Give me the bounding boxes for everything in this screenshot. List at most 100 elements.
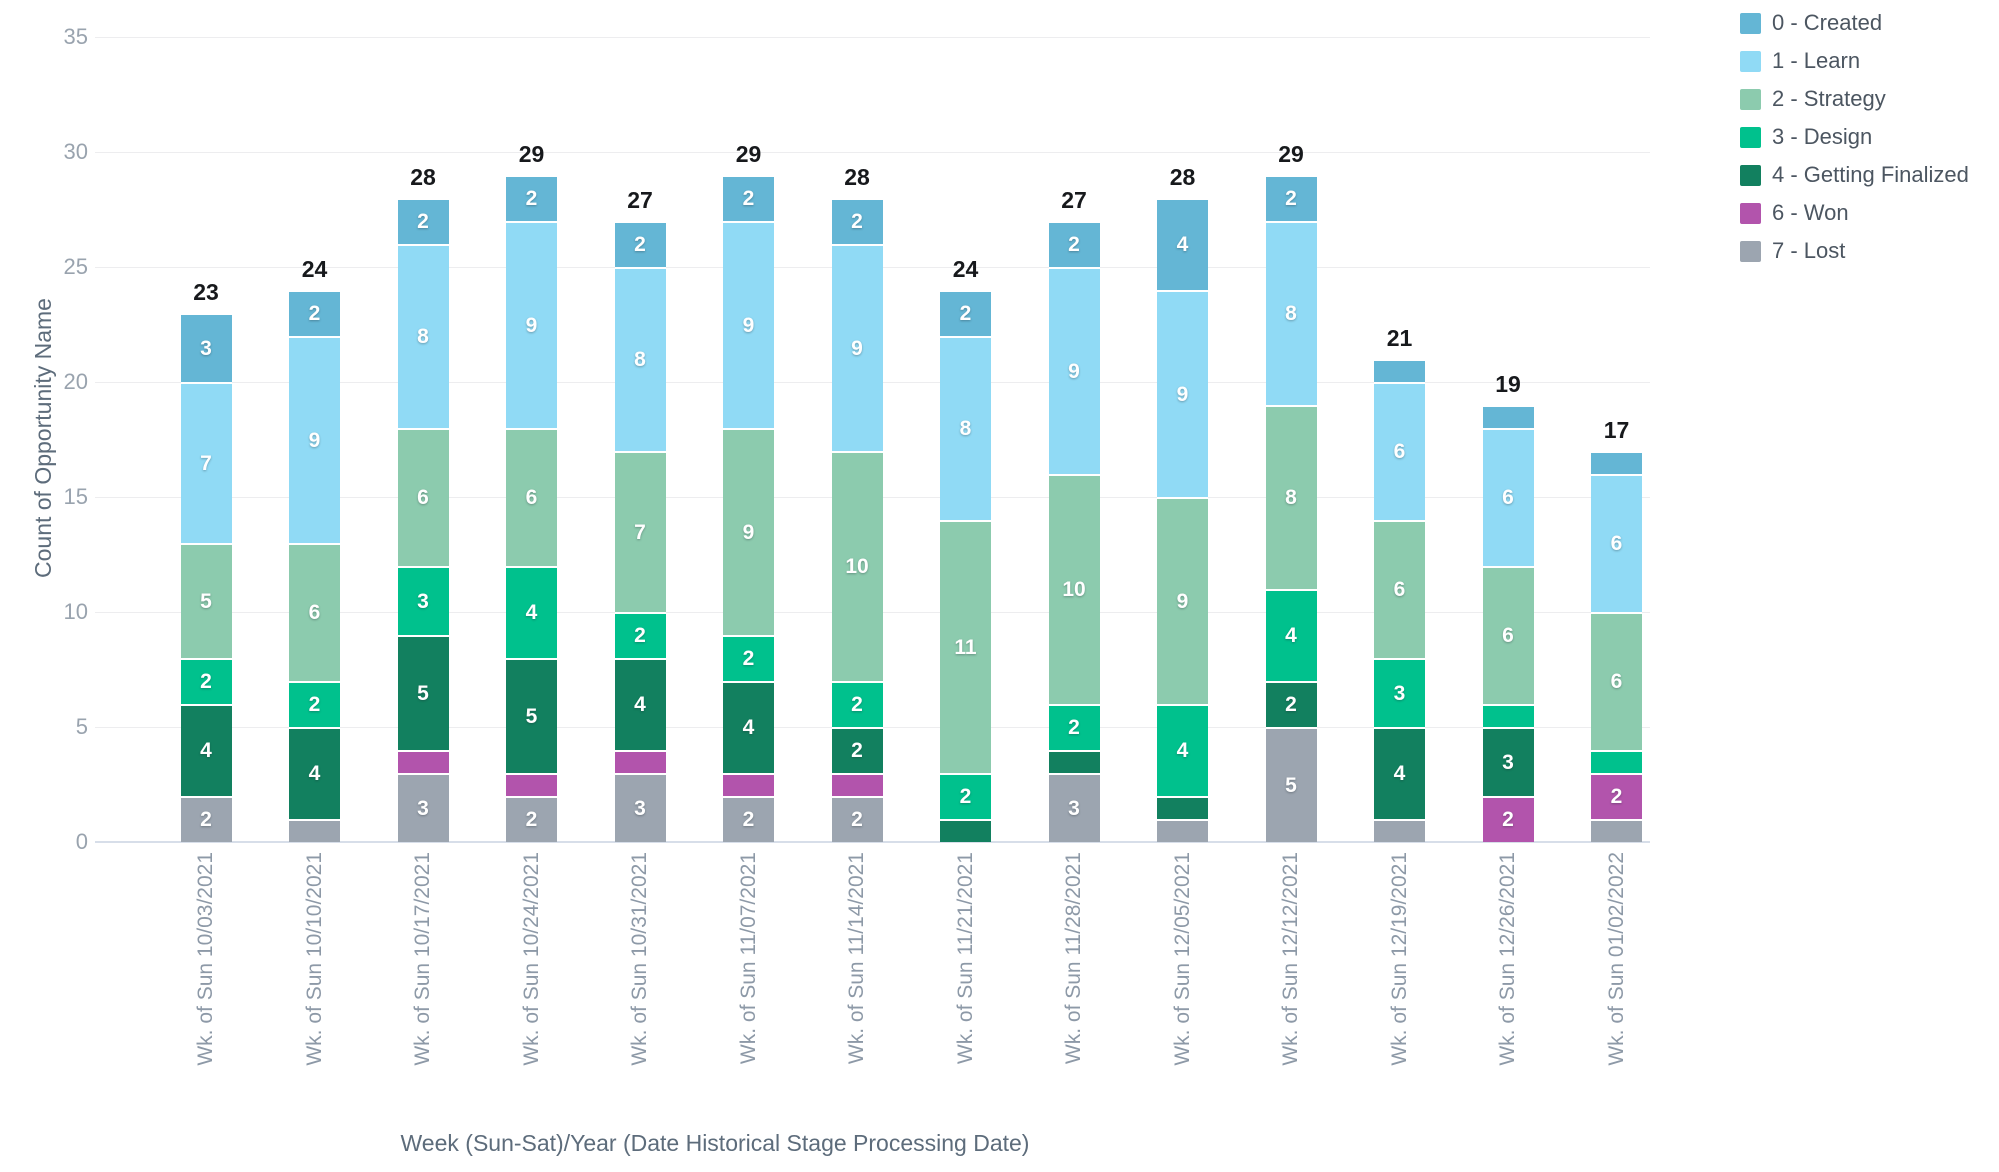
bar-segment[interactable] — [1591, 451, 1642, 474]
bar-segment[interactable]: 2 — [831, 727, 883, 773]
bar-segment[interactable] — [1591, 819, 1642, 842]
bar-segment[interactable] — [940, 819, 991, 842]
bar-segment[interactable]: 9 — [723, 221, 774, 428]
bar-segment[interactable]: 6 — [397, 428, 449, 566]
bar-segment[interactable]: 3 — [614, 773, 666, 842]
bar-segment[interactable]: 2 — [940, 773, 991, 819]
bar-segment[interactable]: 4 — [1265, 589, 1317, 681]
bar-segment[interactable]: 4 — [506, 566, 557, 658]
bar-segment[interactable]: 9 — [1157, 290, 1208, 497]
bar-segment[interactable]: 2 — [831, 681, 883, 727]
bar-segment[interactable]: 6 — [1374, 520, 1425, 658]
bar-segment[interactable] — [1374, 359, 1425, 382]
bar-segment[interactable]: 3 — [397, 566, 449, 635]
bar-segment[interactable]: 8 — [397, 244, 449, 428]
bar-segment-value: 8 — [634, 348, 646, 371]
bar-segment[interactable]: 5 — [1265, 727, 1317, 842]
bar-segment[interactable]: 3 — [1374, 658, 1425, 727]
bar-segment[interactable]: 2 — [614, 221, 666, 267]
bar-segment[interactable]: 4 — [289, 727, 340, 819]
bar-segment[interactable] — [289, 819, 340, 842]
bar-segment[interactable]: 2 — [1482, 796, 1534, 842]
bar-segment[interactable]: 3 — [1482, 727, 1534, 796]
bar-segment[interactable]: 8 — [1265, 221, 1317, 405]
bar-segment[interactable]: 3 — [1048, 773, 1100, 842]
bar-segment[interactable]: 3 — [397, 773, 449, 842]
bar-segment[interactable]: 10 — [831, 451, 883, 681]
bar-segment[interactable]: 2 — [1265, 175, 1317, 221]
bar-segment[interactable]: 2 — [506, 175, 557, 221]
bar-segment[interactable]: 6 — [1482, 428, 1534, 566]
bar-segment[interactable] — [831, 773, 883, 796]
bar-segment[interactable]: 7 — [614, 451, 666, 612]
legend-item-3-design[interactable]: 3 - Design — [1740, 124, 1969, 150]
bar-segment[interactable]: 2 — [723, 635, 774, 681]
bar-segment[interactable]: 4 — [1157, 198, 1208, 290]
bar-segment[interactable] — [397, 750, 449, 773]
bar-segment[interactable]: 9 — [831, 244, 883, 451]
bar-segment[interactable]: 2 — [614, 612, 666, 658]
legend-item-7-lost[interactable]: 7 - Lost — [1740, 238, 1969, 264]
bar-segment[interactable]: 2 — [180, 658, 232, 704]
bar-segment[interactable]: 4 — [723, 681, 774, 773]
bar-segment[interactable] — [1591, 750, 1642, 773]
bar-segment[interactable]: 2 — [506, 796, 557, 842]
bar-segment[interactable]: 5 — [397, 635, 449, 750]
bar-segment[interactable]: 4 — [614, 658, 666, 750]
bar-segment[interactable]: 8 — [614, 267, 666, 451]
bar-segment[interactable]: 6 — [1591, 612, 1642, 750]
legend-item-1-learn[interactable]: 1 - Learn — [1740, 48, 1969, 74]
bar-segment[interactable]: 2 — [940, 290, 991, 336]
bar-segment[interactable]: 3 — [180, 313, 232, 382]
legend-item-4-getting-finalized[interactable]: 4 - Getting Finalized — [1740, 162, 1969, 188]
bar-segment[interactable] — [1157, 819, 1208, 842]
bar-segment[interactable]: 2 — [1048, 704, 1100, 750]
bar-segment[interactable]: 9 — [506, 221, 557, 428]
bar-segment[interactable] — [1157, 796, 1208, 819]
bar-segment[interactable]: 2 — [723, 175, 774, 221]
bar-segment[interactable]: 6 — [289, 543, 340, 681]
bar-segment[interactable]: 2 — [397, 198, 449, 244]
bar-segment[interactable] — [1374, 819, 1425, 842]
legend-item-6-won[interactable]: 6 - Won — [1740, 200, 1969, 226]
bar-segment[interactable]: 4 — [1374, 727, 1425, 819]
bar-segment[interactable]: 8 — [1265, 405, 1317, 589]
bar-segment[interactable] — [723, 773, 774, 796]
bar-segment[interactable]: 11 — [940, 520, 991, 773]
bar-segment[interactable]: 2 — [831, 796, 883, 842]
bar-segment[interactable] — [1482, 704, 1534, 727]
legend-item-0-created[interactable]: 0 - Created — [1740, 10, 1969, 36]
bar-segment[interactable]: 4 — [180, 704, 232, 796]
bar-segment[interactable]: 6 — [1374, 382, 1425, 520]
bar-segment[interactable]: 2 — [831, 198, 883, 244]
bar-segment-value: 8 — [959, 417, 972, 440]
bar-segment[interactable]: 2 — [1048, 221, 1100, 267]
bar-segment[interactable]: 2 — [1265, 681, 1317, 727]
bar-segment[interactable]: 2 — [723, 796, 774, 842]
bar-segment[interactable]: 7 — [180, 382, 232, 543]
bar-segment[interactable]: 6 — [506, 428, 557, 566]
bar-segment[interactable]: 2 — [1591, 773, 1642, 819]
bar-segment[interactable]: 6 — [1482, 566, 1534, 704]
bar-segment[interactable]: 5 — [180, 543, 232, 658]
bar-segment[interactable]: 9 — [723, 428, 774, 635]
bar-segment[interactable]: 5 — [506, 658, 557, 773]
bar-segment[interactable]: 10 — [1048, 474, 1100, 704]
bar-segment[interactable]: 4 — [1157, 704, 1208, 796]
bar-segment-value: 6 — [525, 486, 538, 509]
bar-segment[interactable]: 9 — [289, 336, 340, 543]
bar-segment[interactable] — [1048, 750, 1100, 773]
bar-segment[interactable]: 2 — [289, 290, 340, 336]
bar-segment-value: 2 — [1285, 693, 1297, 716]
bar-segment[interactable] — [614, 750, 666, 773]
bar-segment[interactable] — [506, 773, 557, 796]
legend-item-2-strategy[interactable]: 2 - Strategy — [1740, 86, 1969, 112]
bar-segment[interactable]: 6 — [1591, 474, 1642, 612]
bar-segment[interactable]: 9 — [1157, 497, 1208, 704]
bar-segment[interactable]: 8 — [940, 336, 991, 520]
bar-segment[interactable]: 9 — [1048, 267, 1100, 474]
bar-segment[interactable]: 2 — [289, 681, 340, 727]
bar-segment-value: 2 — [742, 187, 755, 210]
bar-segment[interactable]: 2 — [180, 796, 232, 842]
bar-segment[interactable] — [1482, 405, 1534, 428]
